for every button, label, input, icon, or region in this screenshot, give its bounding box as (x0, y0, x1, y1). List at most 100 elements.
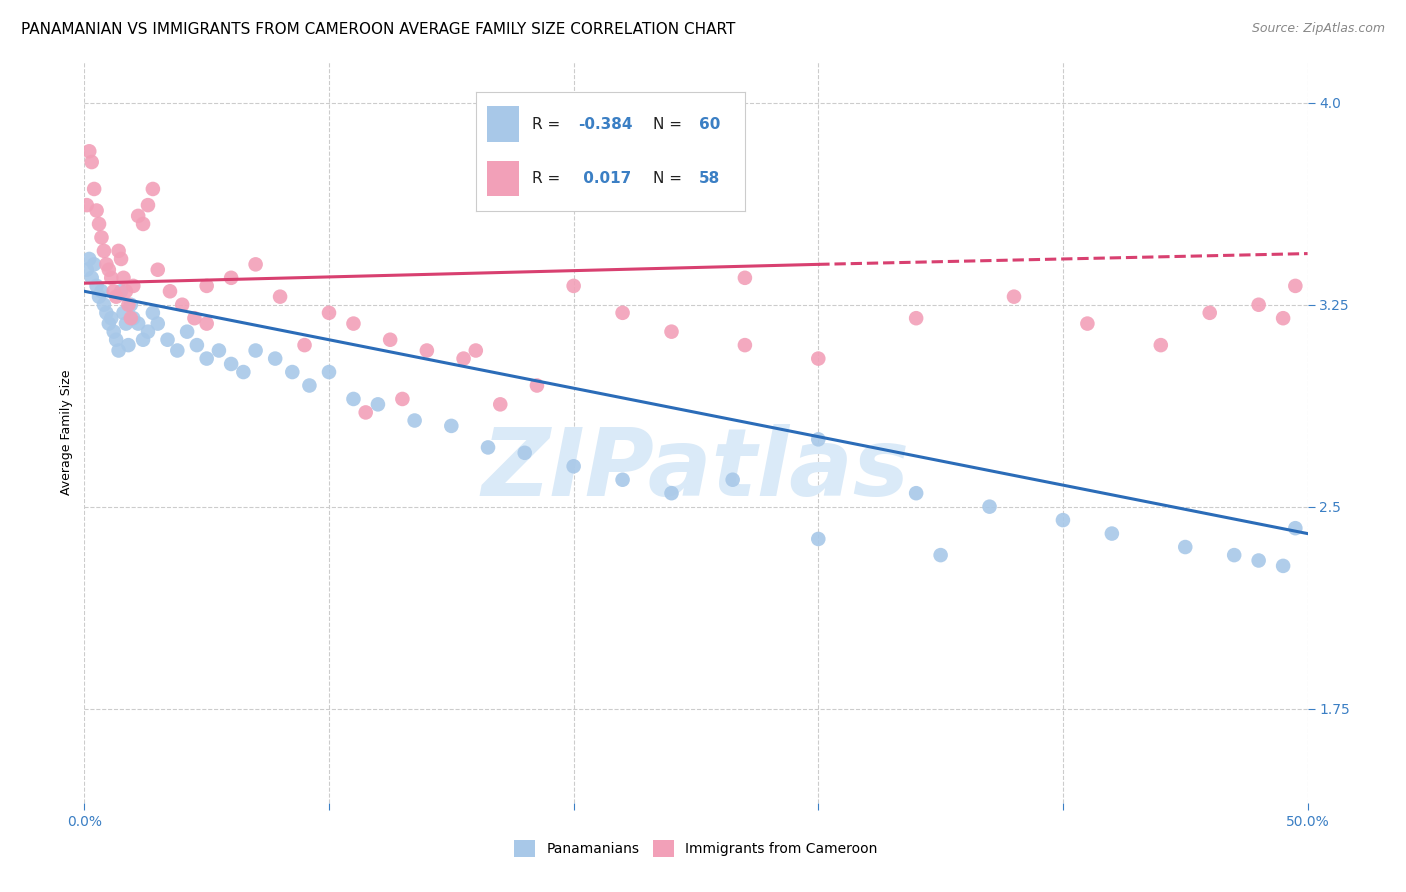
Point (136, 198, 159, 212)
Point (526, 378, 548, 392)
Point (76, 198, 98, 212)
Point (83, 257, 105, 271)
Legend: Panamanians, Immigrants from Cameroon: Panamanians, Immigrants from Cameroon (509, 834, 883, 863)
Point (90, 230, 112, 244)
Point (1052, 513, 1074, 527)
Point (219, 270, 242, 285)
Point (269, 290, 291, 304)
Text: ZIPatlas: ZIPatlas (482, 424, 910, 516)
Point (477, 441, 499, 455)
Point (136, 325, 159, 339)
Point (159, 285, 181, 299)
Point (1223, 548, 1246, 562)
Point (146, 262, 169, 277)
Point (661, 325, 683, 339)
Point (416, 343, 439, 358)
Point (77, 145, 100, 159)
Point (105, 333, 128, 347)
Point (80, 155, 103, 169)
Point (166, 343, 188, 358)
Point (1101, 526, 1123, 541)
Point (1272, 311, 1295, 326)
Point (380, 333, 402, 347)
Point (87, 217, 110, 231)
Point (612, 473, 634, 487)
Point (318, 306, 340, 320)
Point (905, 311, 928, 326)
Point (96, 257, 118, 271)
Point (1284, 279, 1306, 293)
Point (107, 244, 129, 258)
Point (807, 351, 830, 366)
Point (142, 182, 165, 196)
Point (156, 333, 179, 347)
Point (513, 446, 536, 460)
Point (1150, 338, 1173, 352)
Point (83, 182, 105, 196)
Point (127, 209, 149, 223)
Point (342, 392, 364, 406)
Point (97, 317, 120, 331)
Point (183, 311, 205, 326)
Text: Source: ZipAtlas.com: Source: ZipAtlas.com (1251, 22, 1385, 36)
Point (979, 500, 1001, 514)
Point (97, 262, 120, 277)
Point (905, 486, 928, 500)
Point (232, 365, 254, 379)
Point (391, 392, 413, 406)
Point (367, 397, 389, 411)
Point (176, 325, 198, 339)
Point (562, 459, 585, 474)
Point (1174, 540, 1197, 554)
Point (115, 285, 138, 299)
Point (208, 343, 231, 358)
Point (87, 290, 110, 304)
Point (100, 311, 122, 326)
Point (464, 343, 486, 358)
Point (807, 433, 830, 447)
Point (1076, 317, 1098, 331)
Point (245, 257, 267, 271)
Point (103, 285, 125, 299)
Point (281, 365, 304, 379)
Point (195, 317, 218, 331)
Point (1002, 290, 1025, 304)
Point (172, 298, 194, 312)
Point (132, 333, 155, 347)
Point (929, 548, 952, 562)
Point (453, 351, 475, 366)
Point (110, 252, 132, 266)
Point (195, 351, 218, 366)
Point (127, 317, 149, 331)
Point (76, 262, 98, 277)
Point (86, 203, 108, 218)
Point (110, 285, 132, 299)
Point (86, 279, 108, 293)
Point (100, 270, 122, 285)
Point (122, 311, 145, 326)
Point (122, 279, 145, 293)
Point (77, 252, 100, 266)
Point (807, 532, 830, 546)
Point (90, 285, 112, 299)
Point (219, 357, 242, 371)
Point (1272, 558, 1295, 573)
Point (96, 306, 118, 320)
Point (132, 217, 155, 231)
Point (186, 338, 208, 352)
Point (80, 270, 103, 285)
Point (489, 397, 512, 411)
Point (93, 244, 115, 258)
Point (612, 306, 634, 320)
Point (105, 290, 128, 304)
Point (734, 338, 756, 352)
Point (107, 343, 129, 358)
Y-axis label: Average Family Size: Average Family Size (60, 370, 73, 495)
Point (721, 473, 744, 487)
Point (117, 338, 139, 352)
Point (142, 306, 165, 320)
Point (103, 325, 125, 339)
Point (245, 343, 267, 358)
Point (1284, 521, 1306, 535)
Point (115, 317, 138, 331)
